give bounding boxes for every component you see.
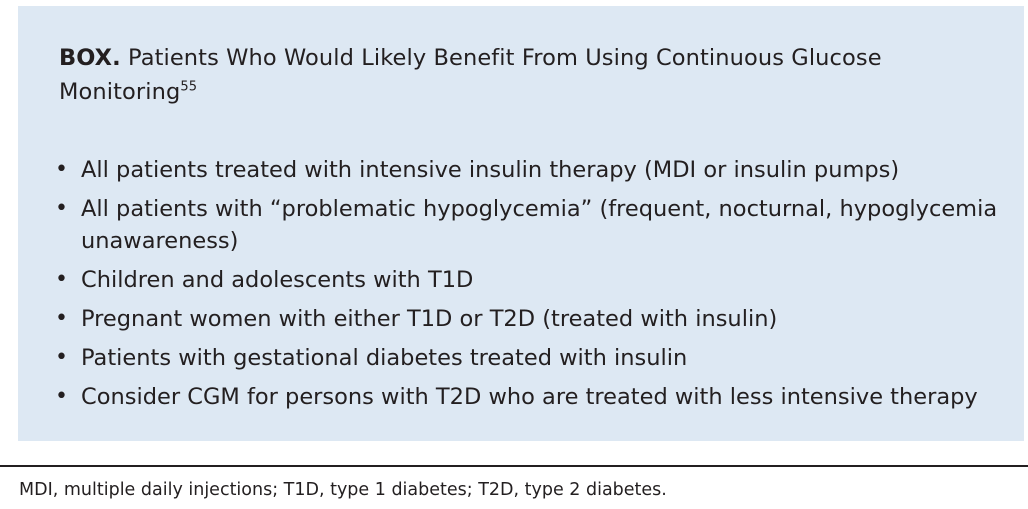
bullet-icon: •: [55, 345, 68, 370]
bullet-icon: •: [55, 267, 68, 292]
list-item: • Pregnant women with either T1D or T2D (…: [53, 303, 1013, 335]
list-item: • Consider CGM for persons with T2D who a…: [53, 381, 1013, 413]
list-item-text: Pregnant women with either T1D or T2D (t…: [81, 306, 778, 332]
bullet-list: • All patients treated with intensive ins…: [53, 154, 1013, 420]
list-item: • All patients with “problematic hypoglyc…: [53, 193, 1013, 257]
list-item-text: Consider CGM for persons with T2D who ar…: [81, 384, 978, 410]
list-item: • All patients treated with intensive ins…: [53, 154, 1013, 186]
bullet-icon: •: [55, 196, 68, 221]
list-item-text: All patients treated with intensive insu…: [81, 157, 900, 183]
box-title: BOX. Patients Who Would Likely Benefit F…: [59, 41, 959, 109]
bullet-icon: •: [55, 384, 68, 409]
list-item-text: All patients with “problematic hypoglyce…: [81, 196, 998, 254]
bullet-icon: •: [55, 306, 68, 331]
list-item-text: Patients with gestational diabetes treat…: [81, 345, 688, 371]
list-item: • Children and adolescents with T1D: [53, 264, 1013, 296]
list-item: • Patients with gestational diabetes trea…: [53, 342, 1013, 374]
box-reference: 55: [180, 79, 198, 95]
divider: [0, 465, 1028, 467]
info-box: BOX. Patients Who Would Likely Benefit F…: [18, 6, 1024, 441]
footnote: MDI, multiple daily injections; T1D, typ…: [19, 480, 667, 500]
list-item-text: Children and adolescents with T1D: [81, 267, 474, 293]
box-title-text: Patients Who Would Likely Benefit From U…: [59, 45, 882, 105]
box-label: BOX.: [59, 45, 121, 71]
bullet-icon: •: [55, 157, 68, 182]
